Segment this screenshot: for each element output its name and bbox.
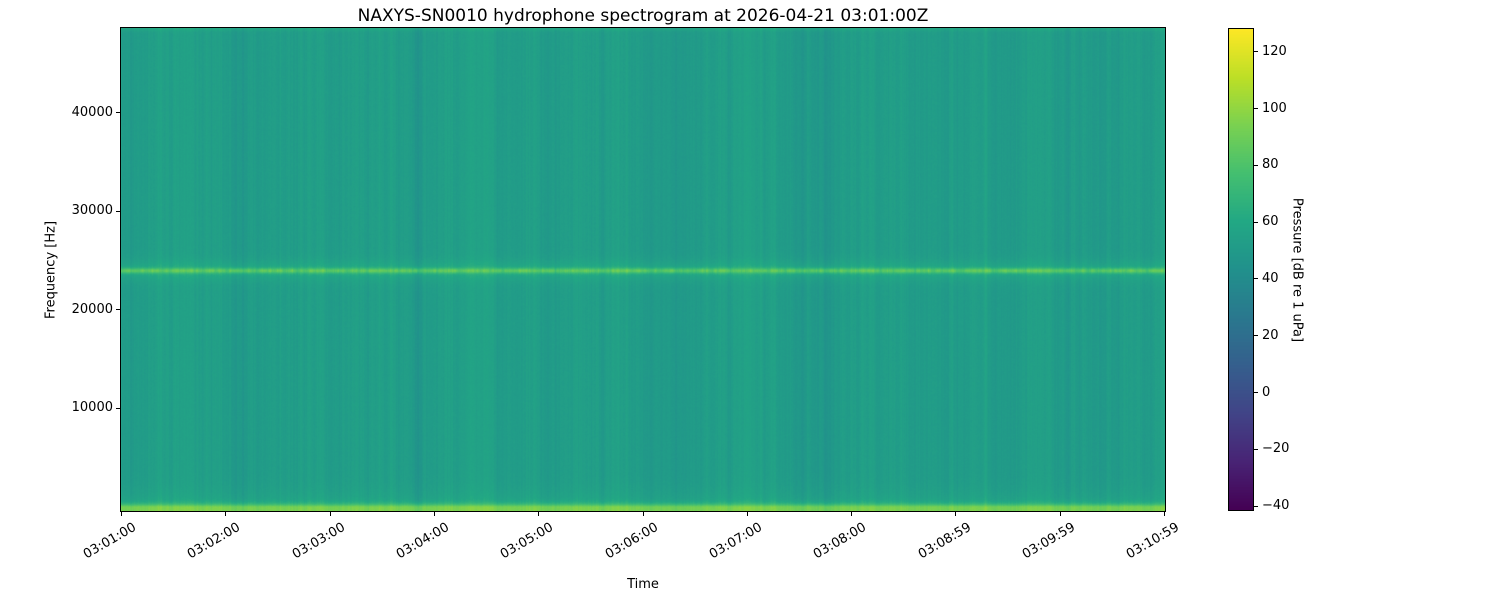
x-tick-mark	[329, 512, 331, 516]
x-tick-label: 03:09:59	[1019, 520, 1078, 563]
colorbar-tick-label: 20	[1262, 327, 1279, 343]
x-tick-label: 03:08:59	[915, 520, 974, 563]
colorbar-tick-mark	[1254, 505, 1258, 507]
x-tick-mark	[1059, 512, 1061, 516]
x-tick-mark	[433, 512, 435, 516]
x-tick-mark	[746, 512, 748, 516]
colorbar-tick-label: 40	[1262, 270, 1279, 286]
x-tick-label: 03:07:00	[706, 520, 765, 563]
x-tick-label: 03:06:00	[602, 520, 661, 563]
x-tick-mark	[225, 512, 227, 516]
colorbar-tick-mark	[1254, 51, 1258, 53]
x-tick-label: 03:10:59	[1123, 520, 1182, 563]
colorbar-tick-label: 80	[1262, 157, 1279, 173]
x-tick-mark	[642, 512, 644, 516]
colorbar-gradient	[1229, 29, 1253, 510]
colorbar-tick-label: −20	[1262, 441, 1290, 457]
colorbar-tick-mark	[1254, 448, 1258, 450]
x-tick-mark	[121, 512, 122, 516]
colorbar-tick-mark	[1254, 108, 1258, 110]
y-tick-label: 30000	[71, 203, 113, 219]
x-axis-label: Time	[627, 577, 659, 592]
x-tick-label: 03:08:00	[811, 520, 870, 563]
x-tick-label: 03:05:00	[498, 520, 557, 563]
x-tick-mark	[1164, 512, 1165, 516]
colorbar-tick-label: 120	[1262, 43, 1287, 59]
x-tick-mark	[851, 512, 853, 516]
x-tick-label: 03:02:00	[185, 520, 244, 563]
colorbar-tick-mark	[1254, 278, 1258, 280]
colorbar-tick-label: 0	[1262, 384, 1271, 400]
spectrogram-heatmap	[121, 28, 1165, 511]
colorbar	[1228, 28, 1254, 511]
colorbar-tick-label: −40	[1262, 498, 1290, 514]
x-tick-mark	[538, 512, 540, 516]
colorbar-tick-mark	[1254, 335, 1258, 337]
colorbar-label: Pressure [dB re 1 uPa]	[1289, 197, 1305, 343]
colorbar-tick-mark	[1254, 392, 1258, 394]
y-tick-label: 20000	[71, 301, 113, 317]
chart-title: NAXYS-SN0010 hydrophone spectrogram at 2…	[357, 6, 929, 26]
colorbar-tick-mark	[1254, 164, 1258, 166]
x-tick-label: 03:04:00	[393, 520, 452, 563]
x-tick-label: 03:03:00	[289, 520, 348, 563]
colorbar-tick-label: 100	[1262, 100, 1287, 116]
y-tick-label: 40000	[71, 104, 113, 120]
y-axis-label: Frequency [Hz]	[43, 220, 59, 320]
colorbar-tick-label: 60	[1262, 214, 1279, 230]
x-tick-label: 03:01:00	[80, 520, 139, 563]
y-tick-label: 10000	[71, 400, 113, 416]
plot-area	[120, 27, 1166, 512]
colorbar-tick-mark	[1254, 221, 1258, 223]
x-tick-mark	[955, 512, 957, 516]
